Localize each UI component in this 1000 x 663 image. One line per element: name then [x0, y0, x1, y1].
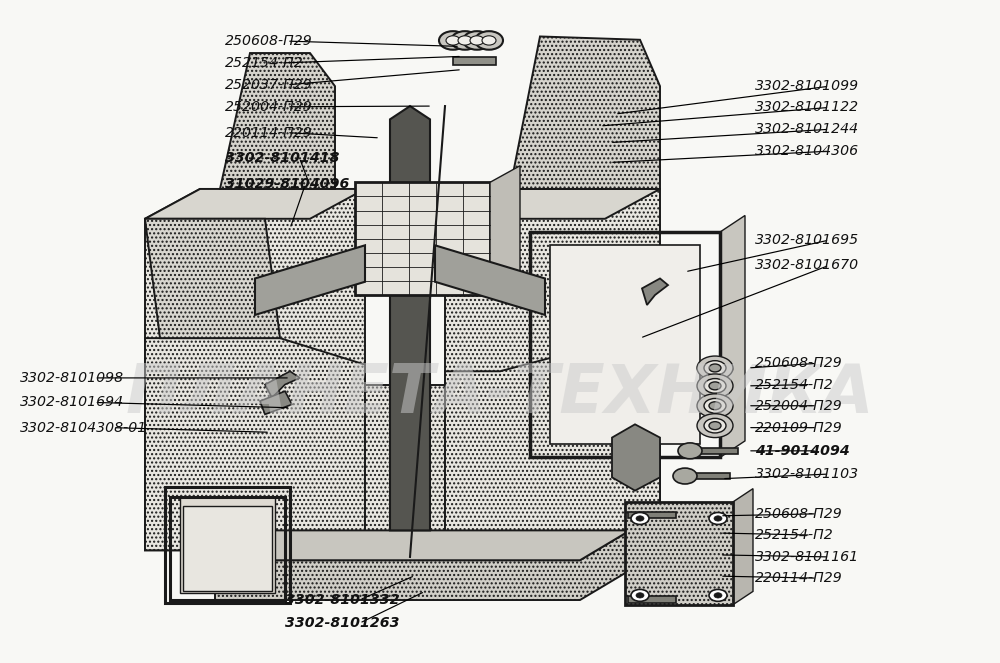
Polygon shape — [260, 391, 292, 414]
Circle shape — [458, 36, 472, 45]
Circle shape — [439, 31, 467, 50]
Text: 3302-8101670: 3302-8101670 — [755, 258, 859, 272]
Circle shape — [697, 414, 733, 438]
Text: 31029-8104096: 31029-8104096 — [225, 176, 349, 191]
Circle shape — [697, 374, 733, 398]
Text: 220114-П29: 220114-П29 — [225, 125, 313, 140]
Circle shape — [636, 593, 644, 598]
Text: 3302-8101098: 3302-8101098 — [20, 371, 124, 385]
Circle shape — [709, 364, 721, 372]
Bar — [183, 506, 272, 591]
Bar — [180, 497, 275, 593]
Circle shape — [482, 36, 496, 45]
Bar — [550, 245, 700, 444]
Polygon shape — [265, 371, 300, 398]
Polygon shape — [720, 215, 745, 457]
Circle shape — [697, 356, 733, 380]
Circle shape — [709, 402, 721, 410]
Bar — [628, 596, 676, 603]
Circle shape — [704, 379, 726, 393]
Circle shape — [697, 394, 733, 418]
Text: 3302-8104306: 3302-8104306 — [755, 144, 859, 158]
Polygon shape — [145, 189, 365, 219]
Text: 3302-8101244: 3302-8101244 — [755, 122, 859, 137]
Text: 3302-8101122: 3302-8101122 — [755, 100, 859, 115]
Text: ПЛАНЕТА-ТЕХНИКА: ПЛАНЕТА-ТЕХНИКА — [126, 361, 874, 428]
Bar — [165, 487, 290, 603]
Text: 250608-П29: 250608-П29 — [755, 507, 843, 521]
Text: 220114-П29: 220114-П29 — [755, 571, 843, 585]
Polygon shape — [445, 189, 660, 219]
Polygon shape — [255, 245, 365, 315]
Text: 3302-8101161: 3302-8101161 — [755, 550, 859, 564]
Text: 3302-8101332: 3302-8101332 — [285, 593, 400, 607]
Text: 41-9014094: 41-9014094 — [755, 444, 850, 458]
Text: 3302-8101103: 3302-8101103 — [755, 467, 859, 481]
Polygon shape — [445, 189, 660, 550]
Circle shape — [451, 31, 479, 50]
Bar — [628, 512, 676, 518]
Circle shape — [709, 422, 721, 430]
Text: 252154-П2: 252154-П2 — [755, 528, 834, 542]
Text: 220109-П29: 220109-П29 — [755, 420, 843, 435]
Circle shape — [673, 468, 697, 484]
Text: 3302-8101263: 3302-8101263 — [285, 616, 400, 631]
Bar — [530, 232, 720, 457]
Text: 3302-8101418: 3302-8101418 — [225, 151, 340, 165]
Text: 252004-П29: 252004-П29 — [225, 99, 313, 114]
Bar — [453, 57, 496, 65]
Circle shape — [704, 398, 726, 413]
Circle shape — [463, 31, 491, 50]
Circle shape — [709, 512, 727, 524]
Circle shape — [631, 512, 649, 524]
Polygon shape — [145, 338, 365, 550]
Bar — [355, 182, 490, 295]
Circle shape — [709, 589, 727, 601]
Text: 250608-П29: 250608-П29 — [225, 34, 313, 48]
Circle shape — [470, 36, 484, 45]
Text: 252154-П2: 252154-П2 — [225, 56, 304, 70]
Text: 252037-П29: 252037-П29 — [225, 78, 313, 92]
Polygon shape — [435, 245, 545, 315]
Polygon shape — [145, 189, 365, 550]
Polygon shape — [145, 219, 280, 338]
Circle shape — [714, 516, 722, 521]
Polygon shape — [642, 278, 668, 305]
Bar — [690, 448, 738, 454]
Text: 3302-8101695: 3302-8101695 — [755, 233, 859, 247]
Text: 3302-8101099: 3302-8101099 — [755, 79, 859, 93]
Polygon shape — [445, 345, 660, 550]
Text: 3302-8101694: 3302-8101694 — [20, 395, 124, 410]
Polygon shape — [365, 385, 445, 550]
Bar — [170, 497, 285, 600]
Circle shape — [704, 361, 726, 375]
Circle shape — [631, 589, 649, 601]
Circle shape — [475, 31, 503, 50]
Polygon shape — [733, 489, 753, 605]
Polygon shape — [490, 166, 520, 295]
Circle shape — [636, 516, 644, 521]
Bar — [625, 502, 733, 605]
Polygon shape — [390, 106, 430, 530]
Text: 252154-П2: 252154-П2 — [755, 377, 834, 392]
Text: 250608-П29: 250608-П29 — [755, 356, 843, 371]
Polygon shape — [220, 53, 335, 189]
Circle shape — [446, 36, 460, 45]
Circle shape — [709, 382, 721, 390]
Text: 252004-П29: 252004-П29 — [755, 398, 843, 413]
Circle shape — [714, 593, 722, 598]
Polygon shape — [510, 36, 660, 189]
Circle shape — [704, 418, 726, 433]
Polygon shape — [612, 424, 660, 491]
Text: 3302-8104308-01: 3302-8104308-01 — [20, 420, 147, 435]
Bar — [685, 473, 730, 479]
Polygon shape — [360, 199, 450, 292]
Polygon shape — [215, 530, 630, 600]
Polygon shape — [215, 530, 630, 560]
Circle shape — [678, 443, 702, 459]
